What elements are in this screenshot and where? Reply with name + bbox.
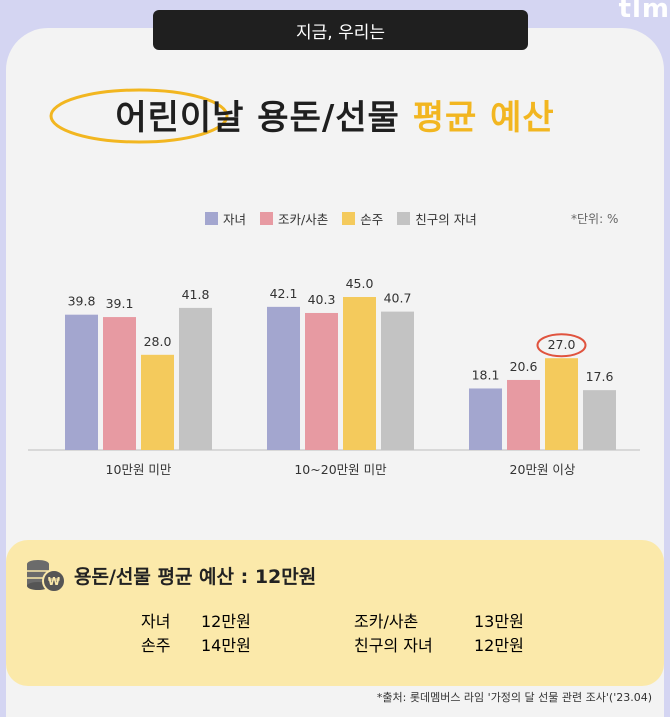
legend-swatch	[397, 212, 411, 225]
unit-note: *단위: %	[571, 212, 619, 226]
coin-stack-icon: ₩	[27, 560, 66, 593]
header-pill: 지금, 우리는	[153, 10, 528, 50]
legend-item-친구의자녀: 친구의 자녀	[397, 209, 477, 228]
title-part-1: 어린이날 용돈/선물	[115, 98, 413, 138]
data-label: 20.6	[510, 359, 538, 374]
bar-1-4	[179, 307, 212, 450]
summary-value: 14만원	[201, 636, 251, 655]
summary-label: 조카/사촌	[354, 612, 419, 631]
svg-text:₩: ₩	[48, 575, 60, 588]
legend-label: 손주	[360, 212, 384, 227]
bar-1-2	[103, 317, 136, 450]
data-label: 28.0	[144, 334, 172, 349]
chart-legend: 자녀 조카/사촌 손주 친구의 자녀	[205, 209, 477, 228]
bar-3-4	[583, 390, 616, 450]
data-label: 39.1	[106, 296, 134, 311]
bar-chart: 39.8 39.1 28.0 41.8 10만원 미만 42.1 40.3 45.0 40.7 1…	[28, 276, 640, 477]
category-label: 10~20만원 미만	[294, 462, 387, 477]
summary-title: 용돈/선물 평균 예산 : 12만원	[74, 566, 317, 588]
legend-swatch	[260, 212, 274, 225]
source-note: *출처: 롯데멤버스 라임 '가정의 달 선물 관련 조사'('23.04)	[376, 691, 652, 704]
legend-label: 자녀	[223, 212, 247, 227]
summary-label: 자녀	[141, 612, 171, 631]
bar-3-2	[507, 379, 540, 450]
summary-box: ₩ 용돈/선물 평균 예산 : 12만원 자녀 12만원 조카/사촌 13만원 …	[6, 540, 664, 686]
data-label: 40.3	[308, 292, 336, 307]
data-label: 45.0	[346, 276, 374, 291]
data-label: 27.0	[548, 337, 576, 352]
legend-swatch	[205, 212, 218, 225]
category-label: 20만원 이상	[510, 462, 576, 477]
brand-logo: tlm	[618, 0, 670, 24]
legend-item-자녀: 자녀	[205, 209, 246, 228]
summary-item: 자녀 12만원	[141, 608, 251, 632]
bar-1-1	[65, 314, 98, 450]
data-label: 42.1	[270, 286, 298, 301]
bar-3-1	[469, 388, 502, 450]
title-part-2: 평균 예산	[412, 98, 555, 138]
summary-item: 손주 14만원	[141, 632, 251, 656]
legend-item-손주: 손주	[342, 209, 383, 228]
summary-item: 조카/사촌 13만원	[354, 608, 524, 632]
legend-swatch	[342, 212, 356, 225]
data-label: 39.8	[68, 294, 96, 309]
legend-label: 조카/사촌	[278, 212, 329, 227]
page-title: 어린이날 용돈/선물 평균 예산	[0, 90, 670, 139]
summary-label: 친구의 자녀	[354, 636, 433, 655]
summary-value: 13만원	[474, 612, 524, 631]
data-label: 41.8	[182, 287, 210, 302]
legend-item-조카사촌: 조카/사촌	[260, 209, 328, 228]
highlight-circle	[536, 333, 587, 358]
data-label: 18.1	[472, 367, 500, 382]
summary-value: 12만원	[201, 612, 251, 631]
summary-label: 손주	[141, 636, 171, 655]
bar-2-3	[343, 297, 376, 450]
title-highlight-circle	[49, 88, 229, 144]
bar-2-1	[267, 306, 300, 450]
bar-2-2	[305, 312, 338, 450]
bar-3-3	[545, 358, 578, 450]
bar-1-3	[141, 354, 174, 450]
data-label: 17.6	[586, 369, 614, 384]
bar-2-4	[381, 311, 414, 450]
summary-value: 12만원	[474, 636, 524, 655]
legend-label: 친구의 자녀	[415, 212, 477, 227]
data-label: 40.7	[384, 291, 412, 306]
category-label: 10만원 미만	[106, 462, 172, 477]
summary-item: 친구의 자녀 12만원	[354, 632, 524, 656]
